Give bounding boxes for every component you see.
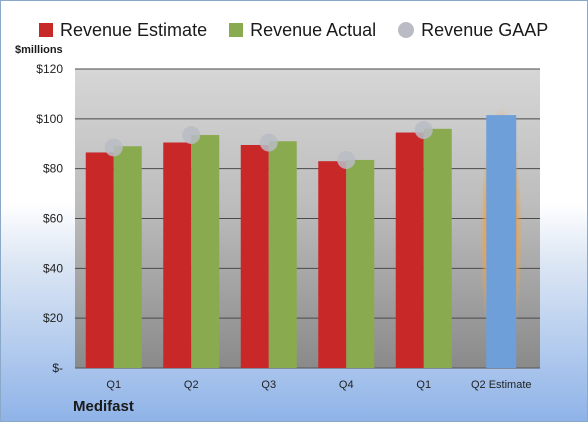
bar-revenue-actual [113,146,142,368]
bar-revenue-actual [346,159,375,368]
legend-label-revenue-actual: Revenue Actual [250,19,377,40]
x-tick-label: Q2 [184,379,199,391]
bar-revenue-estimate [318,161,347,368]
legend-swatch-revenue-actual [229,23,244,37]
legend-swatch-revenue-gaap [398,22,415,38]
bar-revenue-estimate [240,144,269,368]
marker-revenue-gaap [337,150,356,169]
x-tick-label: Q1 [106,379,121,391]
x-tick-label: Q2 Estimate [471,379,532,391]
legend-label-revenue-estimate: Revenue Estimate [60,19,208,40]
y-tick-label: $- [52,361,63,375]
marker-revenue-gaap [104,138,123,157]
bar-revenue-actual [191,135,220,368]
bar-revenue-estimate [395,132,424,368]
y-tick-label: $20 [43,311,63,325]
grid-lines [75,68,540,369]
bar-revenue-actual [423,128,452,368]
legend-item-revenue-gaap: Revenue GAAP [398,20,548,41]
bars [85,107,523,369]
y-tick-label: $60 [43,212,63,226]
legend-item-revenue-estimate: Revenue Estimate [39,20,207,41]
bar-revenue-estimate [85,152,114,368]
legend: Revenue Estimate Revenue Actual Revenue … [39,17,570,43]
legend-label-revenue-gaap: Revenue GAAP [421,19,549,40]
x-tick-label: Q3 [261,379,276,391]
y-tick-label: $120 [36,62,63,76]
y-axis-unit-label: $millions [15,44,63,56]
y-tick-label: $40 [43,261,63,275]
bar-q2-estimate [486,115,517,369]
legend-swatch-revenue-estimate [39,23,53,37]
y-tick-label: $100 [36,112,63,126]
bar-revenue-actual [268,141,297,368]
y-axis-ticks: $- $20 $40 $60 $80 $100 $120 [36,62,63,375]
x-tick-label: Q4 [339,379,354,391]
x-axis-ticks: Q1 Q2 Q3 Q4 Q1 Q2 Estimate [106,379,531,391]
legend-item-revenue-actual: Revenue Actual [229,20,376,41]
marker-revenue-gaap [182,126,201,145]
bar-revenue-estimate [163,142,192,368]
marker-revenue-gaap [259,133,278,152]
marker-revenue-gaap [414,121,433,140]
y-tick-label: $80 [43,162,63,176]
x-tick-label: Q1 [416,379,431,391]
gaap-markers [104,121,433,169]
company-name: Medifast [73,398,134,415]
